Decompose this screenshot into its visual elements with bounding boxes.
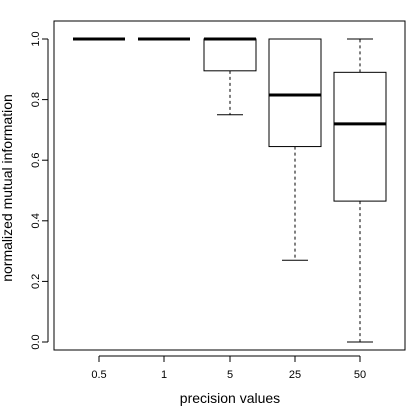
y-tick-label: 1.0	[30, 31, 42, 46]
y-axis: 0.0 0.2 0.4 0.6 0.8 1.0	[30, 31, 49, 350]
x-tick-label: 1	[161, 369, 167, 381]
x-tick-label: 25	[289, 369, 301, 381]
y-tick-label: 0.4	[30, 213, 42, 228]
y-tick-label: 0.6	[30, 153, 42, 168]
x-tick-label: 5	[227, 369, 233, 381]
y-tick-label: 0.0	[30, 334, 42, 349]
y-axis-label: normalized mutual information	[0, 94, 15, 282]
x-axis-label: precision values	[180, 390, 280, 406]
y-tick-label: 0.2	[30, 274, 42, 289]
box-body	[333, 71, 387, 202]
plot-frame	[53, 20, 406, 351]
boxes	[73, 37, 387, 343]
x-tick-label: 50	[354, 369, 366, 381]
y-tick-label: 0.8	[30, 92, 42, 107]
x-tick-label: 0.5	[91, 369, 106, 381]
x-axis: 0.5 1 5 25 50	[91, 355, 366, 381]
box-body	[203, 38, 257, 72]
box-body	[268, 38, 322, 148]
